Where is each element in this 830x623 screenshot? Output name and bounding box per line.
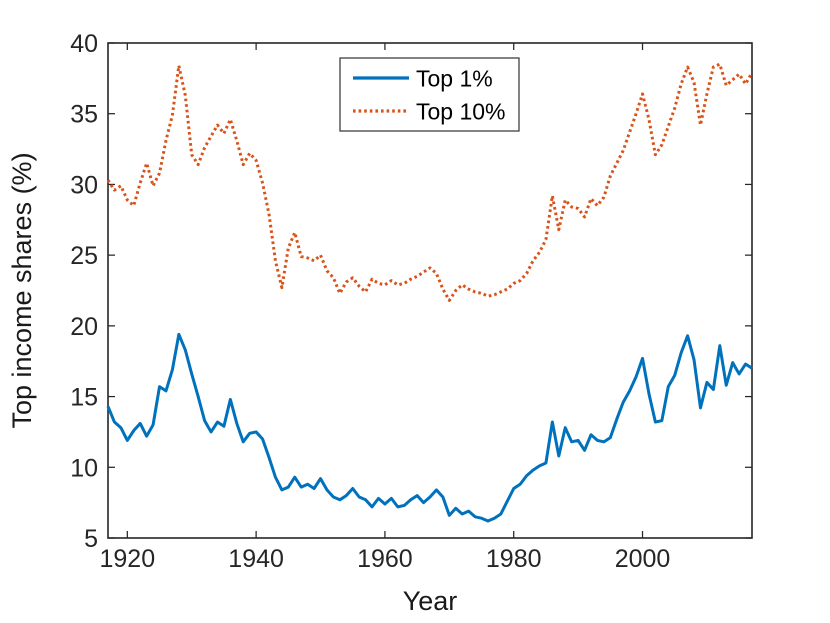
legend: Top 1% Top 10% <box>339 57 520 132</box>
series <box>106 62 754 523</box>
x-axis-label: Year <box>403 586 458 616</box>
y-tick-label: 5 <box>84 525 98 553</box>
axes: 1920 1940 1960 1980 2000 5 10 15 20 25 30 35 40 Year T… <box>7 30 753 616</box>
y-tick-label: 30 <box>70 171 98 199</box>
x-tick-label: 1980 <box>486 545 542 573</box>
legend-entry-top-1-: Top 1% <box>353 66 493 92</box>
y-axis: 5 10 15 20 25 30 35 40 <box>70 30 752 553</box>
y-tick-label: 10 <box>70 454 98 482</box>
legend-box <box>339 57 520 132</box>
series-line-top-10- <box>106 62 754 302</box>
x-tick-label: 1960 <box>357 545 413 573</box>
legend-label: Top 1% <box>416 66 493 92</box>
y-tick-label: 40 <box>70 30 98 58</box>
plot-box <box>107 42 753 539</box>
y-axis-label: Top income shares (%) <box>7 152 37 428</box>
y-tick-label: 25 <box>70 242 98 270</box>
legend-entry-top-10-: Top 10% <box>353 99 506 125</box>
y-tick-label: 20 <box>70 313 98 341</box>
y-tick-label: 35 <box>70 101 98 129</box>
x-tick-label: 2000 <box>615 545 671 573</box>
x-axis: 1920 1940 1960 1980 2000 <box>100 43 671 573</box>
legend-label: Top 10% <box>416 99 506 125</box>
x-tick-label: 1940 <box>228 545 284 573</box>
x-tick-label: 1920 <box>100 545 156 573</box>
y-tick-label: 15 <box>70 384 98 412</box>
series-line-top-1- <box>106 332 753 523</box>
